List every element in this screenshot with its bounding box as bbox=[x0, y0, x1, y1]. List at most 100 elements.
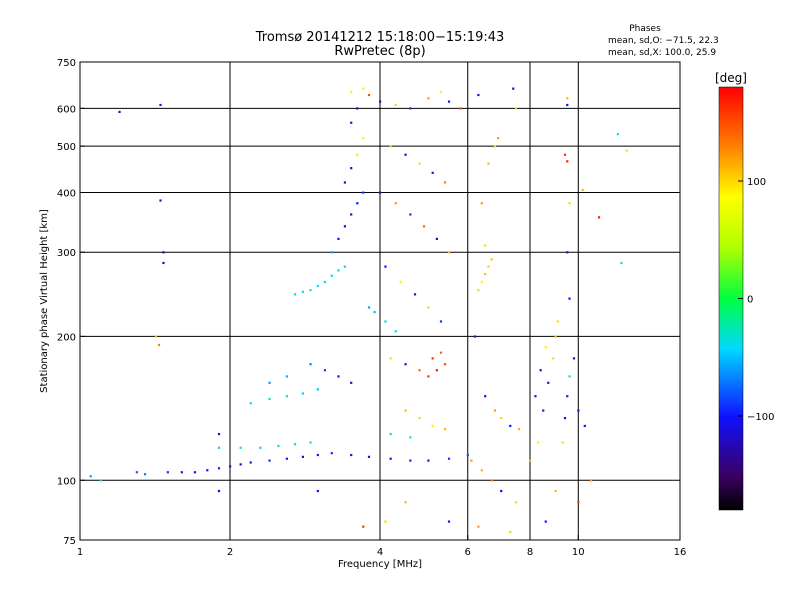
data-point bbox=[427, 306, 430, 309]
data-point bbox=[566, 97, 569, 100]
stats-heading: Phases bbox=[629, 24, 661, 34]
data-point bbox=[515, 107, 518, 110]
data-point bbox=[552, 357, 555, 360]
y-tick-label: 75 bbox=[63, 536, 76, 547]
y-tick-label: 500 bbox=[57, 142, 76, 153]
data-point bbox=[389, 432, 392, 436]
colorbar-ticks: 100 0 −100 bbox=[738, 177, 774, 423]
data-point bbox=[350, 213, 353, 216]
data-point bbox=[367, 455, 371, 458]
data-point bbox=[268, 397, 271, 401]
data-point bbox=[356, 202, 359, 205]
data-point bbox=[293, 293, 297, 296]
data-point bbox=[561, 441, 564, 444]
data-point bbox=[135, 471, 138, 474]
data-point bbox=[447, 520, 451, 523]
data-point bbox=[389, 145, 392, 148]
y-tick-label: 400 bbox=[57, 188, 76, 199]
data-point bbox=[409, 213, 412, 216]
data-point bbox=[556, 320, 560, 323]
data-point bbox=[487, 265, 490, 268]
data-point bbox=[389, 357, 392, 360]
data-point bbox=[229, 465, 232, 468]
x-axis-ticks: 1 2 4 6 8 10 16 bbox=[77, 535, 687, 558]
data-point bbox=[362, 137, 365, 140]
data-point bbox=[589, 479, 593, 482]
data-point bbox=[350, 167, 353, 170]
colorbar-tick-label: 0 bbox=[747, 295, 753, 306]
data-point bbox=[217, 432, 221, 436]
data-point bbox=[534, 395, 537, 398]
data-point bbox=[404, 363, 407, 366]
data-point bbox=[509, 530, 512, 534]
data-point bbox=[337, 269, 340, 272]
data-point bbox=[443, 363, 447, 366]
data-point bbox=[418, 369, 421, 372]
data-point bbox=[394, 103, 397, 107]
scatter-points bbox=[89, 87, 628, 534]
data-point bbox=[159, 199, 162, 202]
data-point bbox=[500, 489, 503, 493]
data-point bbox=[356, 107, 359, 110]
data-point bbox=[350, 381, 353, 384]
y-axis-ticks: 75 100 200 300 400 500 600 750 bbox=[57, 58, 85, 547]
data-point bbox=[316, 453, 319, 457]
data-point bbox=[480, 202, 483, 205]
data-point bbox=[480, 469, 483, 472]
data-point bbox=[554, 335, 557, 338]
data-point bbox=[394, 202, 397, 205]
data-point bbox=[162, 251, 165, 254]
data-point bbox=[529, 459, 532, 462]
data-point bbox=[568, 297, 571, 300]
data-point bbox=[470, 459, 473, 462]
data-point bbox=[443, 428, 447, 431]
data-point bbox=[566, 395, 569, 398]
data-point bbox=[490, 258, 493, 261]
data-point bbox=[379, 191, 382, 194]
data-point bbox=[249, 461, 252, 464]
x-tick-label: 4 bbox=[377, 547, 383, 558]
data-point bbox=[350, 121, 353, 124]
data-point bbox=[373, 310, 376, 314]
x-tick-label: 1 bbox=[77, 547, 83, 558]
data-point bbox=[217, 446, 221, 449]
data-point bbox=[99, 479, 102, 482]
data-point bbox=[477, 525, 480, 528]
x-tick-label: 16 bbox=[674, 547, 687, 558]
x-tick-label: 8 bbox=[527, 547, 533, 558]
data-point bbox=[477, 93, 480, 97]
x-tick-label: 6 bbox=[465, 547, 471, 558]
data-point bbox=[404, 501, 407, 504]
data-point bbox=[350, 453, 353, 457]
data-point bbox=[309, 289, 312, 292]
data-point bbox=[180, 471, 183, 474]
stats-line-o: mean, sd,O: −71.5, 22.3 bbox=[608, 36, 719, 46]
y-tick-label: 300 bbox=[57, 248, 76, 259]
data-point bbox=[399, 280, 402, 284]
data-point bbox=[409, 459, 412, 462]
data-point bbox=[330, 452, 333, 455]
data-point bbox=[466, 453, 469, 457]
data-point bbox=[166, 471, 169, 474]
data-point bbox=[435, 237, 438, 241]
data-point bbox=[285, 375, 288, 378]
chart-title-line1: Tromsø 20141212 15:18:00−15:19:43 bbox=[255, 30, 505, 45]
data-point bbox=[620, 261, 623, 265]
data-point bbox=[316, 489, 319, 493]
data-point bbox=[427, 459, 430, 462]
data-point bbox=[447, 457, 451, 460]
data-point bbox=[330, 274, 333, 277]
data-point bbox=[568, 202, 571, 205]
data-point bbox=[435, 369, 438, 372]
data-point bbox=[427, 97, 430, 100]
data-point bbox=[409, 436, 412, 439]
data-point bbox=[268, 381, 271, 384]
colorbar-tick-label: −100 bbox=[747, 412, 774, 423]
data-point bbox=[544, 346, 547, 349]
y-tick-label: 200 bbox=[57, 332, 76, 343]
data-point bbox=[404, 153, 407, 156]
data-point bbox=[323, 369, 327, 372]
data-point bbox=[517, 428, 521, 431]
data-point bbox=[384, 320, 387, 323]
